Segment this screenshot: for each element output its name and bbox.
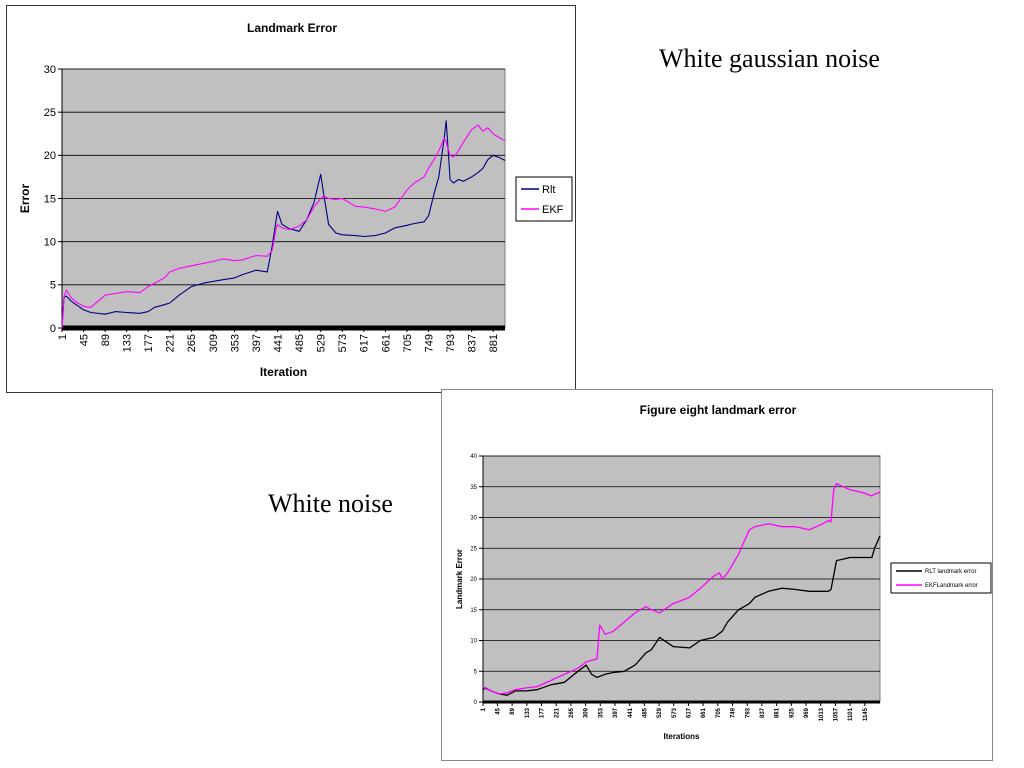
y-tick-label: 0 bbox=[50, 323, 56, 335]
x-tick-label: 529 bbox=[316, 334, 328, 352]
x-tick-label: 485 bbox=[294, 334, 306, 352]
x-tick-label: 661 bbox=[701, 707, 707, 718]
x-tick-label: 177 bbox=[540, 707, 546, 718]
landmark-error-chart-panel: Landmark Error 0 5 10 15 20 25 30 1 45 89 133 177 221… bbox=[6, 5, 576, 393]
x-axis-label: Iterations bbox=[663, 732, 700, 741]
x-tick-label: 661 bbox=[380, 334, 392, 352]
series-line-ekflandmark-error bbox=[482, 483, 881, 695]
x-tick-label: 617 bbox=[687, 707, 693, 718]
y-tick-label: 25 bbox=[44, 107, 56, 119]
x-tick-label: 749 bbox=[731, 707, 737, 718]
y-tick-label: 25 bbox=[470, 546, 477, 552]
x-tick-label: 529 bbox=[657, 707, 663, 718]
x-tick-label: 969 bbox=[804, 707, 810, 718]
y-tick-label: 5 bbox=[50, 280, 56, 292]
x-tick-label: 397 bbox=[613, 707, 619, 718]
x-tick-label: 1057 bbox=[833, 707, 839, 721]
y-tick-label: 30 bbox=[44, 64, 56, 76]
legend-entry: EKF bbox=[542, 204, 564, 216]
x-tick-label: 353 bbox=[229, 334, 241, 352]
legend-entry: RLT landmark error bbox=[925, 569, 976, 575]
x-tick-label: 353 bbox=[598, 707, 604, 718]
figure-eight-chart: Figure eight landmark error 0 5 10 15 20 25 30 3… bbox=[455, 403, 992, 741]
x-tick-label: 177 bbox=[143, 334, 155, 352]
y-tick-label: 10 bbox=[470, 639, 477, 645]
y-tick-label: 10 bbox=[44, 237, 56, 249]
y-axis-label: Landmark Error bbox=[455, 549, 464, 609]
x-tick-label: 793 bbox=[745, 707, 751, 718]
x-tick-label: 793 bbox=[445, 334, 457, 352]
y-tick-label: 15 bbox=[470, 608, 477, 614]
y-tick-label: 40 bbox=[470, 454, 477, 460]
x-tick-label: 265 bbox=[186, 334, 198, 352]
x-axis bbox=[62, 325, 505, 331]
y-tick-label: 30 bbox=[470, 516, 477, 522]
x-tick-label: 749 bbox=[423, 334, 435, 352]
legend-entry: Rlt bbox=[542, 184, 555, 196]
x-axis-label: Iteration bbox=[260, 365, 307, 379]
x-tick-label: 573 bbox=[672, 707, 678, 718]
x-tick-label: 1 bbox=[57, 334, 69, 340]
x-tick-label: 265 bbox=[569, 707, 575, 718]
x-tick-label: 573 bbox=[337, 334, 349, 352]
caption-white-noise: White noise bbox=[268, 489, 393, 518]
x-tick-label: 485 bbox=[642, 707, 648, 718]
y-tick-label: 20 bbox=[470, 577, 477, 583]
x-tick-label: 89 bbox=[100, 334, 112, 346]
x-tick-label: 837 bbox=[760, 707, 766, 718]
x-tick-label: 881 bbox=[488, 334, 500, 352]
x-tick-label: 441 bbox=[628, 707, 634, 718]
legend-box bbox=[890, 562, 992, 594]
caption-white-gaussian-noise: White gaussian noise bbox=[659, 44, 880, 73]
figure-eight-chart-panel: Figure eight landmark error 0 5 10 15 20 25 30 3… bbox=[441, 389, 993, 761]
series-line-rlt-landmark-error bbox=[482, 535, 881, 696]
x-tick-label: 1101 bbox=[848, 707, 854, 721]
x-tick-label: 221 bbox=[554, 707, 560, 718]
x-tick-label: 441 bbox=[272, 334, 284, 352]
x-tick-label: 617 bbox=[359, 334, 371, 352]
y-axis-label: Error bbox=[18, 183, 32, 213]
y-tick-label: 35 bbox=[470, 485, 477, 491]
legend-entry: EKFLandmark error bbox=[925, 583, 978, 589]
x-tick-label: 45 bbox=[496, 707, 502, 714]
y-tick-label: 20 bbox=[44, 150, 56, 162]
x-tick-label: 1 bbox=[481, 707, 487, 711]
x-tick-label: 221 bbox=[165, 334, 177, 352]
y-tick-label: 5 bbox=[474, 669, 478, 675]
landmark-error-chart: Landmark Error 0 5 10 15 20 25 30 1 45 89 133 177 221… bbox=[18, 21, 573, 379]
x-tick-label: 309 bbox=[584, 707, 590, 718]
series-line-ekf bbox=[61, 124, 506, 329]
x-tick-label: 397 bbox=[251, 334, 263, 352]
x-tick-label: 133 bbox=[525, 707, 531, 718]
x-tick-label: 89 bbox=[510, 707, 516, 714]
x-tick-label: 705 bbox=[716, 707, 722, 718]
x-tick-label: 45 bbox=[78, 334, 90, 346]
x-tick-label: 1145 bbox=[863, 707, 869, 721]
x-tick-label: 837 bbox=[467, 334, 479, 352]
x-axis bbox=[483, 700, 880, 704]
x-tick-label: 705 bbox=[402, 334, 414, 352]
legend-box bbox=[515, 176, 573, 222]
x-tick-label: 309 bbox=[208, 334, 220, 352]
chart-title: Figure eight landmark error bbox=[640, 403, 797, 417]
chart-title: Landmark Error bbox=[247, 21, 337, 35]
x-tick-label: 1013 bbox=[819, 707, 825, 721]
x-tick-label: 133 bbox=[122, 334, 134, 352]
y-tick-label: 15 bbox=[44, 193, 56, 205]
x-tick-label: 925 bbox=[789, 707, 795, 718]
y-tick-label: 0 bbox=[474, 700, 478, 706]
x-tick-label: 881 bbox=[775, 707, 781, 718]
